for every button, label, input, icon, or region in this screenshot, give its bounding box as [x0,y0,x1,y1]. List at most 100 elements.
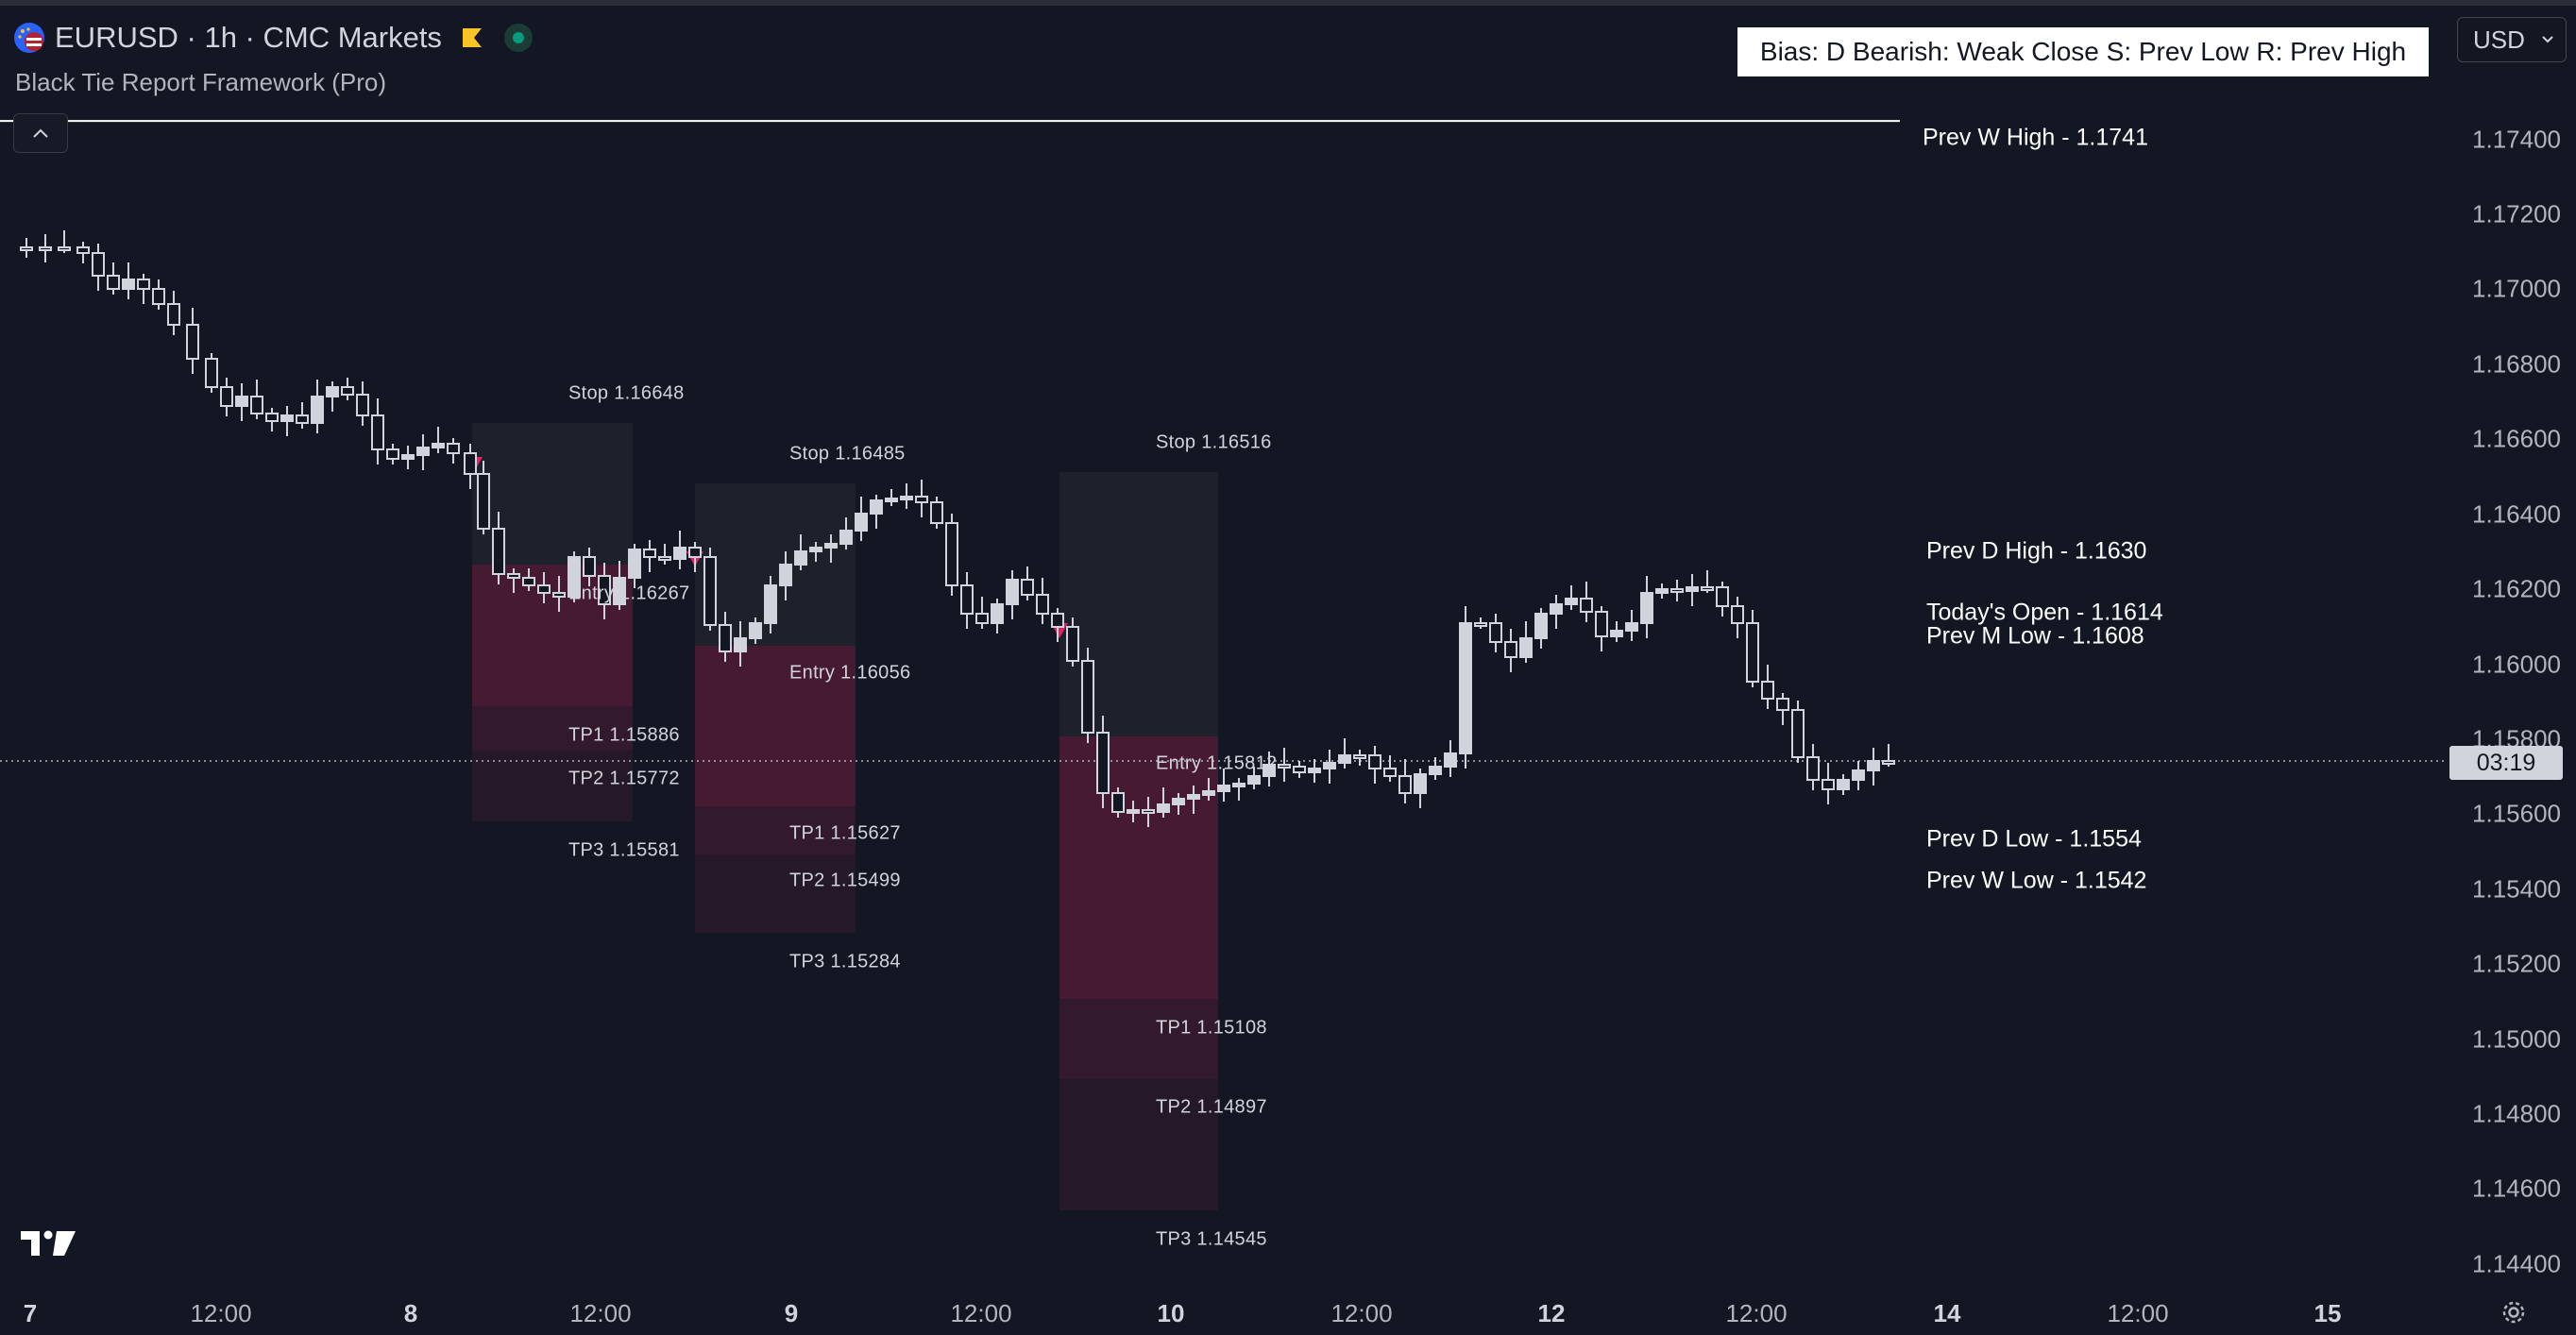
price-label: 1.14800 [2472,1099,2561,1128]
candle-body [1081,660,1094,734]
candle-body [900,496,913,500]
candle-body [1263,764,1276,777]
price-label: 1.14600 [2472,1174,2561,1203]
candle-body [673,547,686,560]
candle-body [432,443,445,448]
candle-body [734,637,747,652]
flag-icon[interactable] [461,26,483,49]
price-label: 1.15600 [2472,799,2561,828]
candle-body [1746,622,1759,683]
candle-body [39,246,52,251]
time-label: 7 [23,1299,38,1327]
candle-body [1368,754,1381,769]
top-border [0,0,2576,6]
trade-1-tp2-zone [472,706,633,751]
candle-body [1202,790,1215,796]
price-label: 1.14400 [2472,1249,2561,1278]
candle-body [537,584,551,594]
market-status-icon[interactable] [503,24,533,52]
time-label: 12:00 [190,1299,252,1327]
candle-body [1791,709,1805,758]
trade-2-tp1-label: TP1 1.15627 [789,822,901,844]
candle-body [1625,622,1638,632]
candle-body [186,324,199,360]
trade-1-entry-label: Entry 1.16267 [568,583,690,604]
price-label: 1.15400 [2472,874,2561,904]
level-label-prev-d-low: Prev D Low - 1.1554 [1926,825,2142,853]
time-label: 10 [1157,1299,1185,1327]
candle-body [1580,598,1593,613]
candle-body [326,386,339,397]
symbol-title[interactable]: EURUSD · 1h · CMC Markets [55,21,442,54]
time-label: 12:00 [2107,1299,2169,1327]
candle-body [719,624,732,652]
candle-body [152,288,165,305]
candle-body [522,577,535,586]
eur-usd-flag-icon [14,23,44,53]
candle-body [975,613,989,624]
candle-body [1852,769,1865,781]
candle-body [1716,586,1729,607]
trade-3-tp3-zone [1059,1079,1218,1210]
candle-body [1338,754,1351,764]
candle-body [386,448,399,460]
chart-settings-button[interactable] [2497,1295,2531,1329]
gear-icon [2502,1301,2525,1324]
price-label: 1.16000 [2472,650,2561,679]
time-label: 8 [403,1299,418,1327]
candle-body [1867,760,1880,771]
time-label: 15 [2313,1299,2342,1327]
collapse-indicators-button[interactable] [13,113,68,153]
trade-3-tp1-zone [1059,736,1218,999]
candle-body [1398,775,1412,794]
trade-2-stop-label: Stop 1.16485 [789,443,906,465]
price-label: 1.16200 [2472,574,2561,603]
candle-body [628,549,641,579]
candle-body [1142,809,1155,814]
candle-body [1640,592,1653,624]
candle-body [492,528,505,575]
trade-3-tp2-zone [1059,999,1218,1079]
candle-body [1474,622,1487,627]
level-label-prev-d-high: Prev D High - 1.1630 [1926,537,2147,565]
candle-body [885,498,898,502]
candle-body [280,414,294,422]
level-label-prev-w-high: Prev W High - 1.1741 [1923,124,2148,151]
candle-body [296,414,309,424]
tradingview-logo-icon[interactable] [19,1227,77,1259]
candle-body [1806,756,1820,781]
candle-body [1323,762,1336,769]
candle-body [341,386,354,396]
candle-body [1655,588,1669,594]
candle-body [250,396,263,414]
price-label: 1.17400 [2472,125,2561,154]
candle-body [960,584,974,615]
trade-1-tp3-zone [472,751,633,821]
candle-body [416,447,430,456]
level-label-prev-m-low: Prev M Low - 1.1608 [1926,622,2144,650]
candle-body [1489,622,1502,643]
candle-body [477,473,490,530]
currency-select[interactable]: USD [2457,17,2567,62]
indicator-title[interactable]: Black Tie Report Framework (Pro) [15,68,386,96]
candle-body [839,530,853,545]
currency-value: USD [2473,25,2525,54]
trade-3-tp2-label: TP2 1.14897 [1156,1096,1267,1118]
candle-body [1127,809,1140,814]
candle-body [794,550,807,566]
candle-body [1686,586,1699,592]
candle-body [1111,792,1125,813]
price-label: 1.17000 [2472,274,2561,303]
candle-body [703,556,717,626]
candle-body [643,549,656,558]
candle-body [1096,732,1110,794]
candle-body [1278,764,1291,769]
candle-body [552,592,566,598]
price-label: 1.16800 [2472,349,2561,379]
candle-body [991,603,1004,624]
candle-body [1293,766,1306,773]
candle-body [688,547,702,558]
candle-body [1217,785,1230,792]
